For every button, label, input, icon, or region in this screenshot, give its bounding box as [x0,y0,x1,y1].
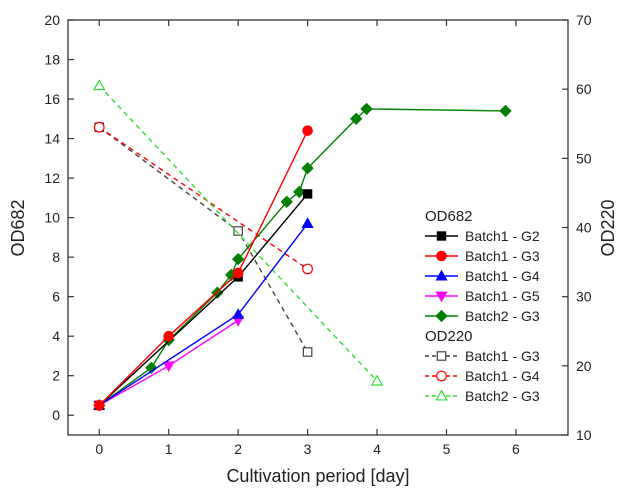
y-left-tick-label: 12 [44,170,60,186]
y-right-tick-label: 20 [576,358,592,374]
series-4 [93,102,512,412]
series-line [98,126,308,270]
x-tick-label: 6 [512,441,520,457]
data-point [302,125,313,136]
legend-label: Batch1 - G5 [465,288,540,304]
y-left-tick-label: 20 [44,12,60,28]
data-point [360,102,373,116]
x-tick-label: 2 [234,441,242,457]
legend-group-title: OD682 [425,208,473,225]
data-point [302,263,313,275]
legend-group-title: OD220 [425,328,473,345]
y-left-tick-label: 4 [52,328,60,344]
series-1 [93,125,313,411]
y-right-tick-label: 30 [576,289,592,305]
series-5 [94,122,313,357]
y-left-tick-label: 16 [44,91,60,107]
data-point [302,189,313,199]
series-6 [93,121,313,275]
legend-marker [435,291,448,303]
x-tick-label: 3 [304,441,312,457]
y-axis-right-title: OD220 [598,199,618,256]
data-point [280,195,293,208]
legend-marker [436,370,447,382]
data-point [145,361,158,374]
data-point [232,308,245,319]
y-right-tick-label: 60 [576,81,592,97]
series-line [98,130,309,406]
y-left-tick-label: 6 [52,289,60,305]
series-3 [93,315,245,412]
y-left-tick-label: 2 [52,368,60,384]
data-point [370,374,384,386]
series-layer [92,79,512,412]
data-point [93,121,105,133]
legend-label: Batch1 - G3 [465,248,540,264]
legend-marker [435,309,448,323]
data-point [162,361,175,373]
legend: OD682 Batch1 - G2 Batch1 - G3 Batch1 - G4 Ba… [425,208,540,404]
y-left-tick-label: 8 [52,249,60,265]
legend-label: Batch1 - G2 [465,228,540,244]
series-line [98,85,378,382]
y-right-tick-label: 50 [576,150,592,166]
series-line [98,223,309,406]
data-point [163,330,174,342]
data-point [301,217,314,228]
x-tick-label: 4 [373,441,381,457]
x-tick-label: 1 [165,441,173,457]
x-axis-title: Cultivation period [day] [226,466,409,486]
legend-marker [436,351,447,361]
series-line [98,126,309,353]
data-point [233,226,243,236]
y-right-tick-label: 70 [576,12,592,28]
data-point [350,112,363,125]
y-right-tick-label: 10 [576,427,592,443]
y-left-tick-label: 18 [44,52,60,68]
y-right-tick-label: 40 [576,220,592,236]
legend-marker [435,269,448,281]
legend-marker [436,250,447,262]
legend-label: Batch1 - G4 [465,268,540,284]
legend-label: Batch2 - G3 [465,388,540,404]
y-left-tick-label: 10 [44,210,60,226]
data-point [231,252,245,266]
y-left-tick-label: 0 [52,407,60,423]
series-7 [92,79,384,386]
x-tick-label: 5 [443,441,451,457]
data-point [232,267,244,279]
legend-marker [436,231,447,241]
data-point [92,79,106,91]
legend-label: Batch1 - G4 [465,368,540,384]
data-point [499,104,512,118]
y-axis-left-title: OD682 [8,199,28,256]
data-point [93,400,105,411]
legend-label: Batch2 - G3 [465,308,540,324]
data-point [302,347,313,357]
legend-label: Batch1 - G3 [465,348,540,364]
legend-marker [435,389,448,401]
data-point [301,162,314,175]
x-tick-label: 0 [95,441,103,457]
y-left-tick-label: 14 [44,131,60,147]
